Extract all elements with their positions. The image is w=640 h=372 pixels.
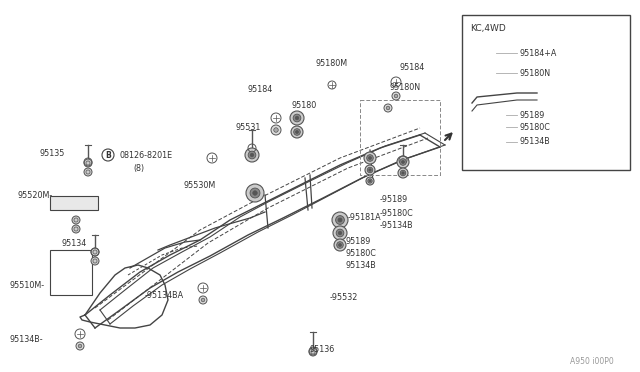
Circle shape bbox=[369, 180, 371, 182]
Circle shape bbox=[295, 116, 299, 120]
Text: 95180N: 95180N bbox=[390, 83, 421, 93]
Circle shape bbox=[84, 159, 92, 167]
Circle shape bbox=[392, 92, 400, 100]
Circle shape bbox=[339, 231, 342, 235]
Text: 95189: 95189 bbox=[345, 237, 371, 247]
Circle shape bbox=[495, 122, 505, 132]
Circle shape bbox=[394, 94, 398, 98]
Circle shape bbox=[364, 152, 376, 164]
Circle shape bbox=[368, 179, 372, 183]
Bar bbox=[50, 196, 98, 210]
Circle shape bbox=[369, 169, 371, 171]
Circle shape bbox=[402, 172, 404, 174]
Circle shape bbox=[339, 244, 342, 247]
Text: -95189: -95189 bbox=[380, 196, 408, 205]
Circle shape bbox=[335, 216, 344, 224]
Circle shape bbox=[250, 188, 260, 198]
Circle shape bbox=[296, 131, 298, 134]
Text: 95184: 95184 bbox=[248, 86, 273, 94]
Circle shape bbox=[367, 155, 373, 161]
Circle shape bbox=[334, 239, 346, 251]
Circle shape bbox=[84, 168, 92, 176]
Text: 95134B: 95134B bbox=[519, 138, 550, 147]
Circle shape bbox=[498, 125, 502, 129]
Circle shape bbox=[248, 151, 256, 159]
Text: 95134B-: 95134B- bbox=[10, 336, 44, 344]
Circle shape bbox=[384, 104, 392, 112]
Circle shape bbox=[271, 125, 281, 135]
Circle shape bbox=[250, 153, 253, 157]
Circle shape bbox=[246, 184, 264, 202]
Circle shape bbox=[366, 177, 374, 185]
Circle shape bbox=[294, 129, 300, 135]
Text: 95510M-: 95510M- bbox=[10, 280, 45, 289]
Text: 95180M: 95180M bbox=[315, 58, 347, 67]
Circle shape bbox=[365, 165, 375, 175]
Text: 95520M-: 95520M- bbox=[18, 192, 53, 201]
Text: KC,4WD: KC,4WD bbox=[470, 25, 506, 33]
Text: 08126-8201E: 08126-8201E bbox=[120, 151, 173, 160]
Circle shape bbox=[336, 229, 344, 237]
Circle shape bbox=[309, 348, 317, 356]
Circle shape bbox=[386, 106, 390, 110]
Circle shape bbox=[291, 126, 303, 138]
Text: 95134B: 95134B bbox=[345, 262, 376, 270]
Text: 95180N: 95180N bbox=[519, 68, 550, 77]
Circle shape bbox=[72, 225, 80, 233]
Circle shape bbox=[337, 242, 343, 248]
Circle shape bbox=[199, 296, 207, 304]
Circle shape bbox=[253, 191, 257, 195]
Circle shape bbox=[201, 298, 205, 302]
Circle shape bbox=[91, 248, 99, 256]
Bar bbox=[462, 15, 630, 170]
Circle shape bbox=[91, 257, 99, 265]
Text: -95180C: -95180C bbox=[380, 208, 413, 218]
Text: A950 i00P0: A950 i00P0 bbox=[570, 357, 614, 366]
Text: -95181A: -95181A bbox=[348, 214, 381, 222]
Text: 95135: 95135 bbox=[40, 148, 65, 157]
Circle shape bbox=[367, 167, 372, 173]
Circle shape bbox=[488, 71, 492, 75]
Circle shape bbox=[400, 159, 406, 165]
Circle shape bbox=[398, 168, 408, 178]
Text: B: B bbox=[105, 151, 111, 160]
Circle shape bbox=[401, 160, 404, 164]
Circle shape bbox=[290, 111, 304, 125]
Circle shape bbox=[338, 218, 342, 222]
Circle shape bbox=[332, 212, 348, 228]
Circle shape bbox=[293, 114, 301, 122]
Circle shape bbox=[333, 226, 347, 240]
Text: -95532: -95532 bbox=[330, 294, 358, 302]
Text: 95184+A: 95184+A bbox=[519, 48, 556, 58]
Text: 95184: 95184 bbox=[400, 64, 425, 73]
Text: 95134: 95134 bbox=[62, 238, 87, 247]
Circle shape bbox=[274, 128, 278, 132]
Circle shape bbox=[485, 68, 495, 78]
Text: 95180C: 95180C bbox=[345, 250, 376, 259]
Text: 95136: 95136 bbox=[310, 344, 335, 353]
Text: 95180: 95180 bbox=[292, 100, 317, 109]
Text: 95180C: 95180C bbox=[519, 122, 550, 131]
Circle shape bbox=[369, 157, 371, 160]
Text: 95530M: 95530M bbox=[183, 180, 215, 189]
Circle shape bbox=[72, 216, 80, 224]
Circle shape bbox=[397, 156, 409, 168]
Text: -95134BA: -95134BA bbox=[145, 291, 184, 299]
Bar bbox=[50, 250, 92, 295]
Text: -95134B: -95134B bbox=[380, 221, 413, 231]
Circle shape bbox=[400, 170, 406, 176]
Circle shape bbox=[76, 342, 84, 350]
Circle shape bbox=[245, 148, 259, 162]
Text: (8): (8) bbox=[133, 164, 144, 173]
Text: 95531: 95531 bbox=[235, 122, 260, 131]
Text: 95189: 95189 bbox=[519, 110, 545, 119]
Circle shape bbox=[78, 344, 82, 348]
